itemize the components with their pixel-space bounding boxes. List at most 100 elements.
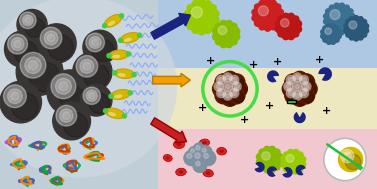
Polygon shape (213, 20, 240, 48)
Circle shape (44, 31, 58, 45)
Circle shape (216, 84, 221, 89)
Circle shape (14, 40, 21, 48)
Text: +: + (273, 57, 282, 67)
Ellipse shape (124, 38, 132, 42)
Ellipse shape (166, 156, 170, 160)
Circle shape (192, 158, 207, 173)
Ellipse shape (112, 55, 120, 58)
Ellipse shape (176, 168, 186, 176)
Circle shape (288, 90, 294, 96)
FancyBboxPatch shape (287, 100, 296, 103)
Circle shape (223, 73, 232, 82)
Circle shape (225, 74, 231, 80)
Circle shape (289, 78, 293, 81)
FancyArrow shape (151, 13, 190, 39)
Circle shape (86, 33, 104, 52)
Circle shape (324, 138, 366, 181)
Circle shape (286, 154, 294, 162)
Polygon shape (281, 149, 306, 174)
Circle shape (290, 78, 300, 89)
Circle shape (230, 89, 239, 98)
Circle shape (303, 78, 313, 89)
Circle shape (280, 19, 289, 27)
Circle shape (216, 75, 225, 84)
Text: +: + (198, 103, 207, 113)
Polygon shape (252, 0, 284, 31)
Circle shape (322, 25, 340, 43)
Circle shape (286, 75, 295, 84)
Circle shape (215, 74, 231, 91)
Circle shape (258, 6, 268, 16)
Circle shape (183, 150, 200, 166)
Circle shape (218, 90, 224, 96)
Ellipse shape (199, 139, 210, 147)
Ellipse shape (106, 108, 124, 119)
Circle shape (53, 102, 90, 140)
Circle shape (293, 82, 302, 91)
Circle shape (195, 153, 200, 158)
Circle shape (73, 52, 112, 91)
Text: +: + (315, 55, 324, 65)
Circle shape (222, 90, 238, 106)
Ellipse shape (108, 112, 116, 116)
Circle shape (60, 82, 89, 112)
Circle shape (345, 154, 349, 159)
Circle shape (296, 94, 307, 105)
Circle shape (123, 114, 127, 118)
Circle shape (226, 85, 229, 88)
Circle shape (213, 81, 229, 97)
Bar (158, 68, 377, 129)
Circle shape (300, 81, 317, 97)
Polygon shape (321, 24, 341, 44)
Wedge shape (267, 166, 277, 177)
Circle shape (226, 85, 237, 96)
Circle shape (343, 152, 351, 160)
Circle shape (28, 60, 38, 70)
Circle shape (83, 62, 91, 70)
Ellipse shape (109, 50, 129, 60)
Circle shape (216, 89, 225, 98)
Circle shape (217, 85, 228, 96)
Ellipse shape (108, 21, 115, 26)
Circle shape (103, 109, 107, 113)
Circle shape (223, 91, 232, 100)
Circle shape (284, 82, 293, 91)
Circle shape (345, 154, 361, 170)
Ellipse shape (202, 141, 207, 145)
Circle shape (23, 15, 33, 26)
Circle shape (228, 74, 245, 91)
Ellipse shape (173, 140, 185, 149)
Circle shape (37, 24, 76, 63)
Circle shape (231, 90, 237, 96)
Circle shape (214, 22, 239, 46)
Circle shape (294, 74, 300, 80)
Circle shape (285, 87, 301, 104)
Circle shape (233, 78, 236, 81)
Circle shape (204, 153, 208, 158)
Circle shape (103, 24, 107, 28)
Circle shape (349, 21, 357, 29)
Circle shape (228, 87, 245, 104)
Polygon shape (275, 13, 302, 40)
FancyArrow shape (151, 118, 187, 143)
Circle shape (8, 89, 22, 104)
Circle shape (202, 148, 206, 152)
Circle shape (20, 12, 36, 29)
Circle shape (296, 85, 307, 96)
Circle shape (305, 85, 308, 88)
Ellipse shape (179, 170, 183, 174)
Circle shape (196, 161, 200, 166)
Ellipse shape (111, 90, 130, 99)
Circle shape (305, 85, 316, 96)
Circle shape (47, 34, 55, 42)
Circle shape (214, 82, 223, 91)
Ellipse shape (121, 33, 139, 43)
Circle shape (128, 91, 132, 95)
Circle shape (294, 93, 300, 98)
Circle shape (76, 56, 98, 77)
Bar (158, 0, 377, 68)
Circle shape (192, 7, 202, 18)
Circle shape (222, 71, 238, 88)
Circle shape (40, 27, 62, 49)
Circle shape (303, 92, 313, 103)
